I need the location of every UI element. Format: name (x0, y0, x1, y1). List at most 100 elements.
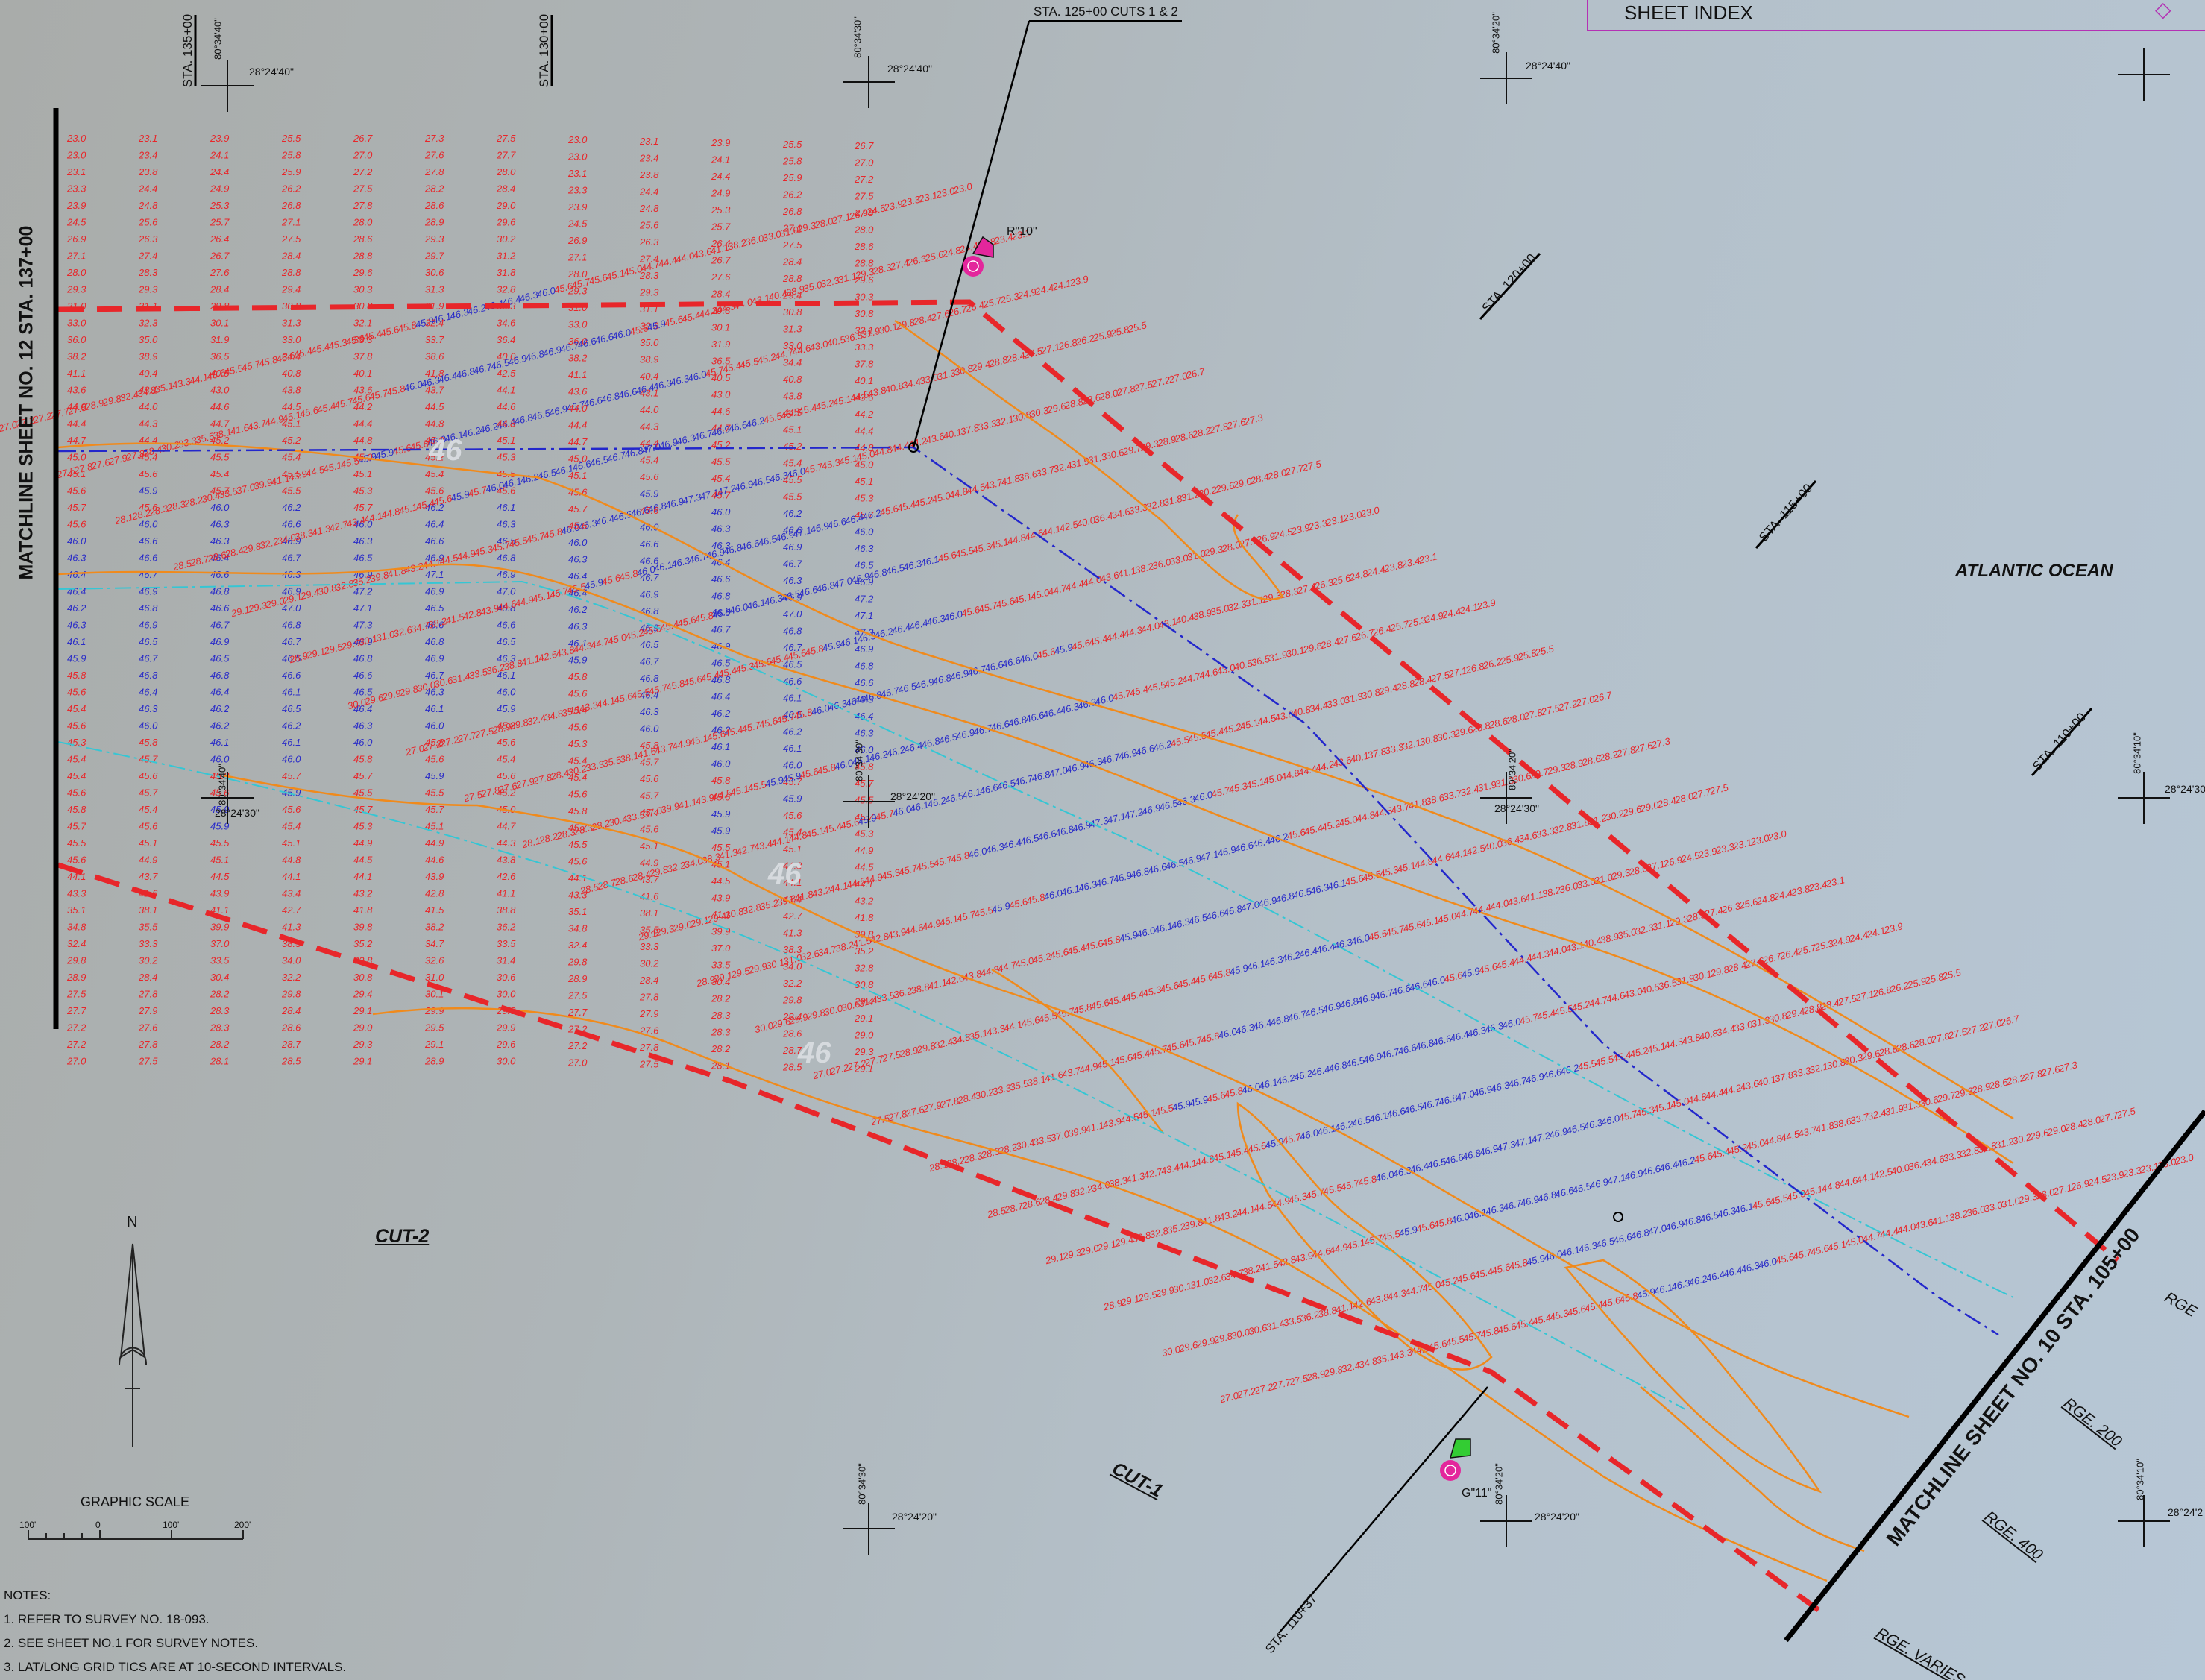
sounding-value: 44.9 (1270, 1195, 1291, 1210)
sounding-value: 33.5 (210, 955, 230, 966)
sounding-value: 46.4 (635, 381, 655, 397)
grid-tic (1480, 52, 1532, 104)
sounding-value: 45.2 (814, 397, 836, 413)
sounding-value: 26.2 (1888, 979, 1910, 995)
sounding-value: 27.6 (138, 1022, 158, 1034)
north-limit-line (57, 299, 2120, 1262)
sounding-value: 29.8 (508, 717, 530, 732)
sounding-value: 46.3 (783, 575, 802, 586)
sounding-value: 41.5 (425, 905, 444, 916)
sounding-value: 45.1 (67, 468, 86, 479)
sounding-value: 46.6 (1385, 1105, 1407, 1121)
sounding-value: 24.4 (1365, 564, 1386, 579)
sounding-value: 46.3 (518, 289, 540, 304)
sounding-value: 46.9 (1141, 802, 1162, 817)
sounding-value: 24.8 (138, 200, 158, 211)
sounding-value: 44.5 (1256, 712, 1278, 728)
sounding-value: 29.8 (281, 989, 301, 1000)
sounding-value: 23.9 (66, 200, 86, 211)
sounding-value: 26.3 (1720, 900, 1742, 916)
sounding-value: 46.3 (652, 377, 673, 392)
sounding-value: 27.7 (496, 150, 516, 161)
sounding-value: 46.9 (1321, 1000, 1342, 1016)
sounding-value: 41.1 (927, 977, 948, 992)
sounding-value: 38.2 (425, 922, 444, 933)
sounding-value: 28.9 (1101, 1297, 1123, 1313)
sounding-value: 47.0 (497, 586, 516, 597)
sounding-value: 45.4 (67, 770, 86, 781)
sounding-value: 43.8 (866, 384, 888, 400)
sounding-value: 46.3 (282, 569, 301, 580)
sounding-value: 25.7 (1388, 618, 1411, 634)
sounding-value: 45.6 (937, 549, 958, 564)
sounding-value: 27.4 (138, 251, 157, 262)
sta-120-tick (1479, 252, 1541, 321)
sounding-value: 45.9 (781, 770, 802, 785)
sounding-value: 45.6 (1113, 1051, 1134, 1067)
sounding-value: 28.2 (2004, 1072, 2027, 1087)
sounding-value: 46.8 (210, 586, 230, 597)
sounding-value: 45.5 (1444, 1333, 1466, 1349)
sounding-value: 23.0 (567, 151, 588, 163)
sounding-value: 27.2 (1236, 1385, 1258, 1401)
sounding-value: 45.4 (1583, 1299, 1604, 1315)
sounding-value: 40.0 (1890, 1162, 1911, 1177)
sounding-value: 45.0 (568, 453, 588, 465)
sounding-value: 46.2 (926, 794, 948, 810)
sounding-value: 45.8 (353, 754, 373, 765)
sounding-value: 26.7 (1998, 1013, 2021, 1028)
sounding-value: 43.9 (210, 888, 229, 899)
sounding-value: 45.1 (139, 837, 157, 849)
sounding-value: 29.9 (380, 688, 402, 703)
sounding-value: 28.9 (1305, 1368, 1327, 1384)
sounding-value: 46.7 (472, 361, 494, 377)
sounding-value: 40.0 (497, 351, 516, 362)
sounding-value: 45.6 (1751, 1196, 1773, 1212)
sounding-value: 28.6 (1173, 429, 1195, 444)
sounding-value: 36.5 (1657, 977, 1679, 992)
sounding-value: 45.7 (67, 502, 86, 513)
sounding-value: 45.3 (735, 660, 756, 676)
sounding-value: 28.8 (987, 353, 1010, 369)
sounding-value: 45.9 (1397, 1224, 1418, 1239)
sounding-value: 26.7 (1761, 951, 1783, 966)
sounding-value: 23.1 (567, 168, 587, 179)
sounding-value: 30.3 (1029, 404, 1051, 420)
sounding-value: 46.8 (855, 661, 874, 672)
sounding-value: 46.6 (1612, 1230, 1634, 1246)
sounding-value: 45.8 (568, 671, 588, 682)
sounding-value: 45.6 (206, 367, 227, 383)
sounding-value: 44.6 (210, 401, 230, 412)
sounding-value: 30.1 (210, 318, 229, 329)
sounding-value: 46.5 (751, 474, 773, 489)
sounding-value: 45.1 (1419, 914, 1440, 930)
sounding-value: 45.6 (275, 349, 297, 365)
sounding-value: 44.1 (770, 834, 790, 849)
sounding-value: 28.3 (210, 1022, 230, 1034)
sounding-value: 43.0 (210, 385, 230, 396)
sounding-value: 46.3 (1716, 1205, 1737, 1221)
sounding-value: 45.5 (1576, 1057, 1598, 1073)
sounding-line: 27.527.728.028.429.029.630.231.231.832.8… (753, 781, 1730, 1035)
sounding-value: 45.9 (450, 488, 471, 504)
sounding-value: 26.4 (711, 238, 730, 249)
sounding-value: 28.6 (1580, 752, 1602, 768)
sounding-value: 45.8 (67, 804, 86, 815)
sounding-value: 27.6 (929, 307, 951, 323)
sounding-value: 46.5 (1303, 1004, 1325, 1019)
sounding-value: 23.1 (1010, 227, 1031, 242)
sounding-value: 33.7 (1849, 1111, 1871, 1127)
sounding-value: 46.0 (855, 744, 874, 755)
sounding-value: 40.1 (942, 427, 963, 442)
sounding-value: 44.8 (1820, 1179, 1842, 1195)
sounding-value: 46.3 (711, 523, 731, 535)
sounding-value: 46.9 (139, 620, 157, 631)
sounding-value: 45.6 (568, 688, 588, 699)
sounding-value: 46.6 (425, 620, 444, 631)
sounding-value: 27.8 (1929, 1030, 1951, 1045)
sounding-value: 46.0 (1298, 1127, 1320, 1142)
sounding-value: 45.0 (855, 447, 877, 463)
sounding-value: 28.4 (138, 972, 157, 983)
sounding-value: 30.1 (711, 322, 730, 333)
sounding-value: 45.0 (425, 435, 444, 446)
